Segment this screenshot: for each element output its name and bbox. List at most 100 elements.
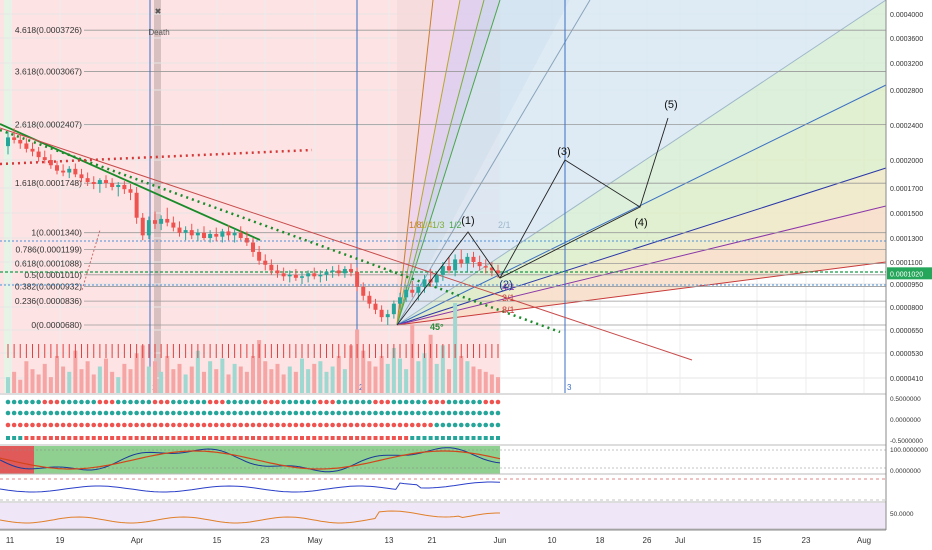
candle-body xyxy=(275,270,280,274)
pane1-dot xyxy=(232,399,237,405)
candle-body xyxy=(104,180,108,184)
gann-label: 8/1 xyxy=(502,305,515,315)
volume-bar xyxy=(281,374,286,393)
fib-level-label: 0.236(0.0000836) xyxy=(15,296,82,306)
pane1-dot xyxy=(299,410,305,416)
fan-ray xyxy=(396,84,887,326)
pane1-dot xyxy=(391,410,397,416)
pane1-dot xyxy=(207,399,213,405)
volume-bar xyxy=(263,361,268,393)
candle-body xyxy=(214,234,219,237)
volume-bar xyxy=(73,350,78,393)
candle-body xyxy=(324,271,329,275)
pane1-square xyxy=(91,436,96,440)
pane1-dot xyxy=(103,410,109,416)
candle-body xyxy=(385,314,390,318)
pane1-dot xyxy=(42,410,48,416)
pane1-dot xyxy=(73,399,78,405)
pane1-dot xyxy=(385,422,391,428)
volume-bar xyxy=(342,369,347,393)
pane1-dot xyxy=(115,422,121,428)
wave-label: (2) xyxy=(499,279,512,291)
volume-bar xyxy=(36,374,41,393)
volume-bar xyxy=(465,361,470,393)
pane1-dot xyxy=(318,399,323,405)
pane1-dot xyxy=(226,410,231,416)
pane1-square xyxy=(318,436,323,440)
pane1-dot xyxy=(213,410,219,416)
volume-bar xyxy=(220,358,225,393)
pane1-dot xyxy=(85,410,90,416)
pane1-dot xyxy=(146,410,152,416)
pane1-dot xyxy=(416,399,421,405)
pane1-dot xyxy=(336,410,342,416)
pane1-dot xyxy=(134,422,139,428)
candle-body xyxy=(171,222,176,228)
time-tick: 11 xyxy=(6,536,15,545)
pane1-dot xyxy=(269,410,274,416)
pane1-dot xyxy=(183,410,188,416)
pane1-dot xyxy=(48,422,54,428)
volume-bar xyxy=(165,355,170,393)
pane1-square xyxy=(73,436,78,440)
pane1-dot xyxy=(220,399,225,405)
pane1-dot xyxy=(391,422,397,428)
candle-body xyxy=(79,174,84,179)
pane1-dot xyxy=(177,422,182,428)
candle-body xyxy=(453,259,458,271)
pane1-dot xyxy=(403,399,409,405)
pane1-dot xyxy=(146,399,152,405)
pane1-dot xyxy=(385,410,391,416)
candle-body xyxy=(97,180,102,184)
time-axis-bg xyxy=(0,530,886,550)
volume-bar xyxy=(42,363,47,393)
time-tick: 15 xyxy=(753,536,762,545)
volume-bar xyxy=(18,379,23,393)
volume-bar xyxy=(104,358,108,393)
pane1-dot xyxy=(293,399,299,405)
pane1-dot xyxy=(171,399,176,405)
pane2-tick: 0.0000000 xyxy=(890,468,921,475)
pane1-dot xyxy=(422,399,427,405)
pane1-square xyxy=(104,436,108,440)
pane1-dot xyxy=(79,422,84,428)
elliott-wave-path xyxy=(396,117,669,326)
pane1-square xyxy=(257,436,262,440)
volume-bar xyxy=(208,361,213,393)
pane1-dot xyxy=(403,410,409,416)
candle-body xyxy=(263,260,268,265)
pane1-dot xyxy=(213,399,219,405)
volume-bar xyxy=(422,353,427,393)
pane1-square xyxy=(361,436,366,440)
pane1-dot xyxy=(477,399,482,405)
pane1-square xyxy=(67,436,72,440)
candle-body xyxy=(226,231,231,236)
pane1-square xyxy=(12,436,17,440)
time-tick: 23 xyxy=(802,536,811,545)
volume-bar xyxy=(349,345,353,393)
pane1-dot xyxy=(122,399,127,405)
candle-body xyxy=(128,189,133,193)
fan-ray xyxy=(396,0,461,326)
pane1-dot xyxy=(256,399,262,405)
pane1-dot xyxy=(434,422,440,428)
candle-body xyxy=(293,274,298,278)
price-tick: 0.0000530 xyxy=(890,351,923,358)
pane1-tick: 0.5000000 xyxy=(890,396,921,403)
volume-bar xyxy=(6,377,10,393)
pane1-dot xyxy=(79,399,84,405)
pane1-dot xyxy=(207,410,213,416)
candle-body xyxy=(208,234,213,238)
pane1-square xyxy=(42,436,47,440)
volume-bar xyxy=(306,369,311,393)
candle-body xyxy=(269,264,274,271)
pane1-dot xyxy=(287,422,293,428)
pane1-dot xyxy=(115,399,121,405)
time-tick: Jul xyxy=(675,536,685,545)
price-tick: 0.0002400 xyxy=(890,123,923,130)
pane1-dot xyxy=(128,422,133,428)
price-tick: 0.0000800 xyxy=(890,305,923,312)
pane1-dot xyxy=(483,410,489,416)
volume-bar xyxy=(367,361,372,393)
